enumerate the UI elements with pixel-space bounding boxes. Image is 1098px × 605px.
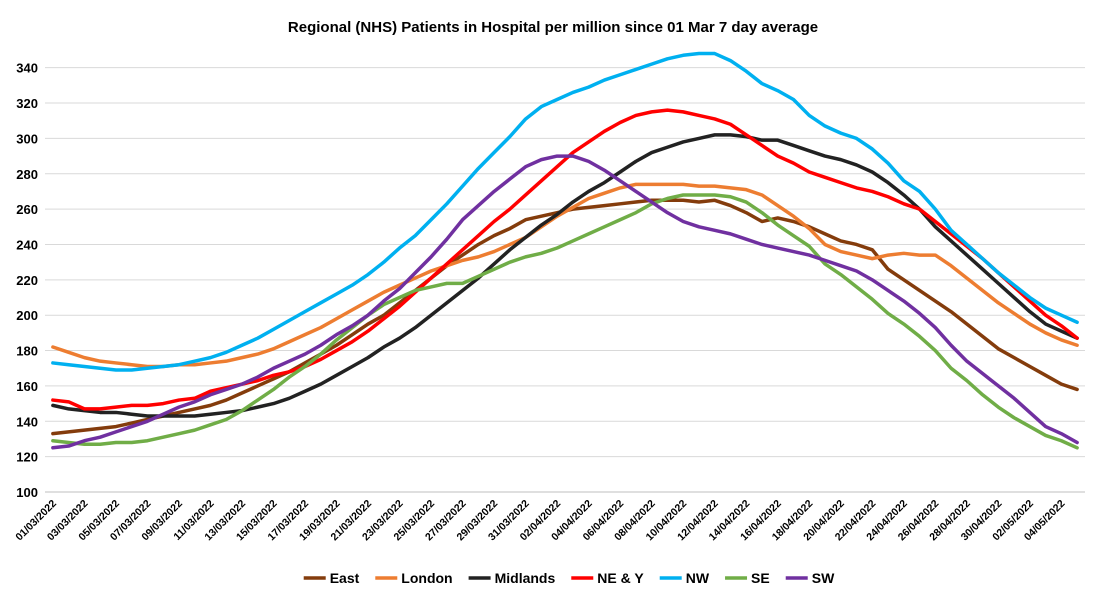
series-line [51, 108, 1079, 411]
legend: East London Midlands NE & Y NW SE SW [303, 570, 835, 586]
y-tick-label: 100 [16, 485, 38, 500]
y-tick-label: 220 [16, 273, 38, 288]
legend-label: SW [812, 570, 835, 586]
y-tick-label: 160 [16, 379, 38, 394]
series-line [51, 133, 1079, 418]
y-tick-label: 200 [16, 308, 38, 323]
legend-item: SW [785, 570, 835, 586]
legend-label: East [330, 570, 360, 586]
legend-label: NE & Y [597, 570, 644, 586]
y-tick-label: 340 [16, 61, 38, 76]
legend-item: Midlands [468, 570, 556, 586]
series-line [51, 51, 1079, 372]
y-tick-label: 260 [16, 202, 38, 217]
legend-item: East [303, 570, 360, 586]
legend-item: SE [725, 570, 770, 586]
y-tick-label: 300 [16, 131, 38, 146]
legend-label: London [401, 570, 452, 586]
legend-item: NW [659, 570, 710, 586]
legend-item: NE & Y [571, 570, 644, 586]
chart-title: Regional (NHS) Patients in Hospital per … [288, 19, 818, 36]
y-tick-label: 280 [16, 167, 38, 182]
y-tick-label: 180 [16, 344, 38, 359]
series-line [51, 193, 1079, 450]
legend-item: London [375, 570, 453, 586]
y-tick-label: 120 [16, 450, 38, 465]
legend-label: NW [686, 570, 710, 586]
y-tick-label: 140 [16, 414, 38, 429]
legend-label: Midlands [495, 570, 556, 586]
legend-label: SE [751, 570, 770, 586]
y-tick-label: 320 [16, 96, 38, 111]
y-tick-label: 240 [16, 237, 38, 252]
series-line [51, 182, 1079, 369]
series-line [51, 154, 1079, 450]
